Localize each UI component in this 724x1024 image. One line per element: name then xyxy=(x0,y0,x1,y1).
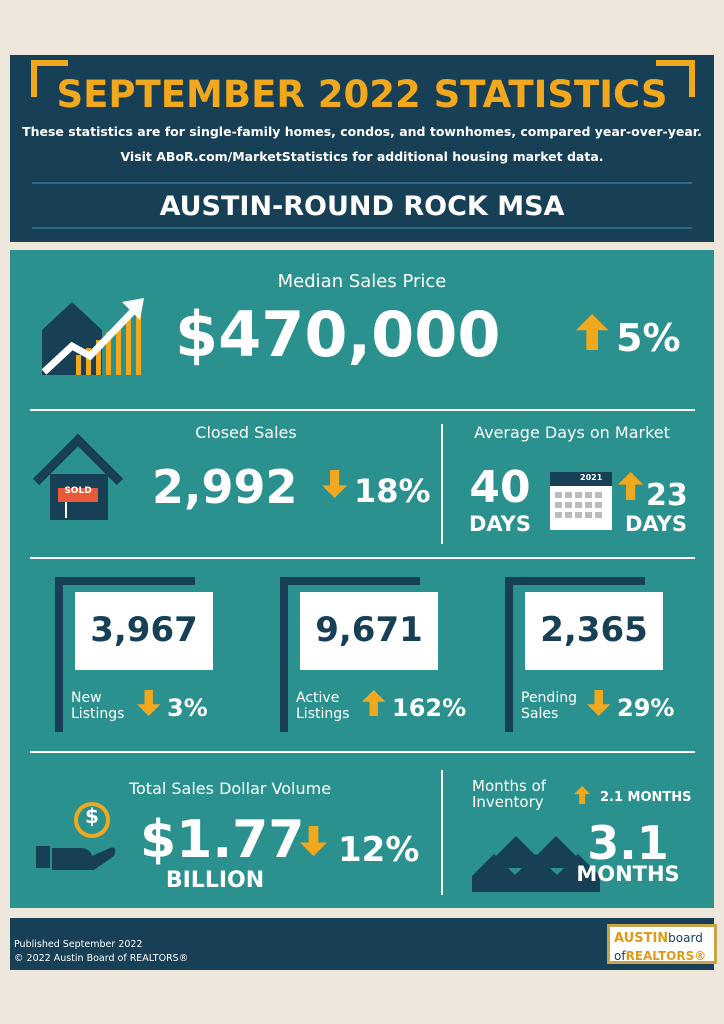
arrow-icon xyxy=(618,472,644,500)
logo-text: board xyxy=(668,931,703,945)
header-panel: SEPTEMBER 2022 STATISTICS These statisti… xyxy=(10,55,714,242)
label-line: Active xyxy=(296,690,340,706)
sign: 2,365 xyxy=(525,592,663,670)
label-line: Inventory xyxy=(472,793,544,811)
sign: 3,967 xyxy=(75,592,213,670)
arrow xyxy=(137,690,161,720)
arrow-icon xyxy=(574,786,591,804)
arrow-shape xyxy=(576,314,609,350)
post xyxy=(505,577,513,732)
arrow-shape xyxy=(322,470,348,498)
arrow xyxy=(618,472,644,504)
value: 3,967 xyxy=(90,610,198,650)
divider xyxy=(30,409,695,411)
label: Active Listings xyxy=(296,690,349,722)
calendar-year: 2021 xyxy=(580,473,603,482)
header-decor xyxy=(31,60,695,229)
change: 162% xyxy=(392,694,467,722)
value: 3.1 xyxy=(587,816,669,870)
divider xyxy=(441,770,443,895)
value: 2,992 xyxy=(152,460,298,514)
unit: BILLION xyxy=(165,868,265,893)
post-arm xyxy=(280,577,420,585)
arrow xyxy=(587,690,611,720)
label: Total Sales Dollar Volume xyxy=(128,779,332,798)
label: Months of Inventory xyxy=(472,778,546,810)
post xyxy=(55,577,63,732)
stats-panel: Median Sales Price $470,000 5% Closed Sa… xyxy=(10,250,714,908)
arrow-shape xyxy=(618,472,644,500)
label: Median Sales Price xyxy=(277,271,447,292)
change: 5% xyxy=(616,316,681,360)
label-line: Months of xyxy=(472,777,547,795)
value: 40 xyxy=(469,462,531,513)
arrow-shape xyxy=(362,690,386,716)
subtitle: These statistics are for single-family h… xyxy=(22,124,702,139)
arrow xyxy=(300,826,327,860)
change: 2.1 MONTHS xyxy=(600,790,692,805)
published: Published September 2022 xyxy=(14,939,143,950)
logo: AUSTINboard ofREALTORS® xyxy=(607,924,717,964)
value: $1.77 xyxy=(140,810,305,870)
arrow-icon xyxy=(137,690,161,716)
coin-symbol: $ xyxy=(85,804,99,828)
arrow xyxy=(576,314,609,354)
copyright: © 2022 Austin Board of REALTORS® xyxy=(14,953,189,964)
value: 2,365 xyxy=(540,610,648,650)
change: 12% xyxy=(338,830,420,870)
label-line: Pending xyxy=(521,690,577,706)
value: $470,000 xyxy=(175,298,501,371)
arrow xyxy=(322,470,348,502)
divider xyxy=(441,424,443,544)
icons xyxy=(32,298,612,892)
logo-text: of xyxy=(614,949,626,963)
arrow xyxy=(362,690,386,720)
footer: Published September 2022 © 2022 Austin B… xyxy=(10,918,717,970)
divider xyxy=(30,557,695,559)
change: 18% xyxy=(354,472,431,510)
label-line: Sales xyxy=(521,706,559,722)
arrow xyxy=(574,786,591,808)
label: Closed Sales xyxy=(195,423,297,442)
post-arm xyxy=(505,577,645,585)
divider xyxy=(30,751,695,753)
unit: DAYS xyxy=(624,512,688,536)
arrow-shape xyxy=(300,826,327,856)
label-line: Listings xyxy=(71,706,125,722)
logo-text: AUSTIN xyxy=(614,931,669,946)
change: 23 xyxy=(646,478,688,513)
arrow-shape xyxy=(137,690,161,716)
arrow-icon xyxy=(362,690,386,716)
region: AUSTIN-ROUND ROCK MSA xyxy=(159,191,565,222)
post-arm xyxy=(55,577,195,585)
logo-text: REALTORS® xyxy=(625,949,707,963)
change: 3% xyxy=(167,694,208,722)
label: New Listings xyxy=(71,690,124,722)
unit: MONTHS xyxy=(576,862,680,886)
arrow-icon xyxy=(576,314,609,350)
label-line: Listings xyxy=(296,706,350,722)
label-line: New xyxy=(71,690,102,706)
sign: 9,671 xyxy=(300,592,438,670)
subtitle: Visit ABoR.com/MarketStatistics for addi… xyxy=(120,149,604,164)
arrow-shape xyxy=(574,786,591,804)
change: 29% xyxy=(617,694,675,722)
sign: SOLD xyxy=(64,486,92,496)
value: 9,671 xyxy=(315,610,423,650)
arrow-shape xyxy=(587,690,611,716)
unit: DAYS xyxy=(468,512,532,536)
label: Average Days on Market xyxy=(474,423,670,442)
title: SEPTEMBER 2022 STATISTICS xyxy=(56,73,668,116)
post xyxy=(280,577,288,732)
arrow-icon xyxy=(300,826,327,856)
arrow-icon xyxy=(587,690,611,716)
label: Pending Sales xyxy=(521,690,577,722)
arrow-icon xyxy=(322,470,348,498)
